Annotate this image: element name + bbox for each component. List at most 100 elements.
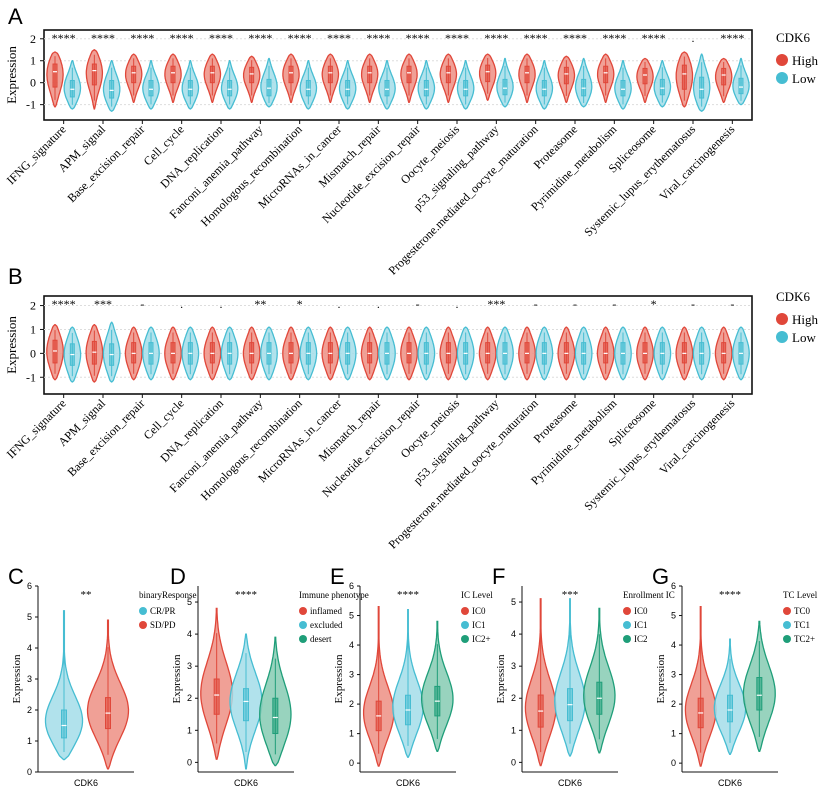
violin-low-4-box [227,79,233,97]
legend-entry-0: TC0 [794,606,811,616]
violin-high-11-box [485,64,491,83]
significance-label: **** [235,589,257,601]
y-axis-label: Expression [495,654,507,703]
violin-low-11-box [502,78,508,96]
legend: binaryResponse CR/PR SD/PD [139,590,197,630]
violin-high-13-box [563,66,569,85]
y-tick-label: 1 [27,736,32,746]
y-tick-label: 0 [27,767,32,777]
legend-title: CDK6 [776,30,810,45]
panel-label-a: A [8,4,23,29]
significance-label: **** [170,31,194,45]
legend-swatch-0 [623,607,631,615]
panel-f-chart: 0 1 2 3 4 5 Expression CDK6 *** Enrollment IC IC0 I… [495,586,675,788]
y-tick-label: 4 [671,640,676,650]
significance-label: ** [81,589,92,601]
legend-swatch-1 [299,621,307,629]
y-tick-label: 5 [187,597,192,607]
legend-entry-1: SD/PD [150,620,176,630]
significance-label: - [534,297,538,311]
violin-high-7-box [327,65,333,84]
x-axis-label: CDK6 [74,778,98,788]
y-tick-label: 3 [187,661,192,671]
significance-label: - [573,297,577,311]
violin-c-0-box [61,709,67,739]
legend-title: binaryResponse [139,590,197,600]
significance-label: - [416,297,420,311]
panel-c-chart: 0 1 2 3 4 5 6 Expression CDK6 ** binaryResponse CR/… [11,581,197,788]
legend-entry-high: High [792,312,819,327]
legend: CDK6 High Low [776,289,819,345]
significance-label: **** [327,31,351,45]
significance-label: *** [487,297,505,311]
legend-swatch-0 [299,607,307,615]
legend-swatch-high [776,313,788,325]
violin-high-15-box [642,67,648,85]
panel-label-b: B [8,264,23,289]
legend-swatch-low [776,331,788,343]
violin-high-1-box [91,63,97,86]
significance-label: . [338,297,341,311]
y-tick-label: 5 [671,611,676,621]
significance-label: *** [94,297,112,311]
significance-label: *** [562,589,579,601]
violin-high-14-box [603,65,609,84]
legend-swatch-low [776,72,788,84]
plot-frame [43,295,753,395]
legend-swatch-2 [461,635,469,643]
legend-entry-2: IC2+ [472,634,491,644]
y-tick-label: 4 [187,629,192,639]
y-tick-label: 0 [349,758,354,768]
y-tick-label: 1 [30,54,36,68]
legend-swatch-1 [783,621,791,629]
y-tick-label: 3 [671,670,676,680]
legend-swatch-0 [461,607,469,615]
x-tick-label: Base_excision_repair [65,122,148,205]
x-tick-label: Viral_carcinogenesis [656,122,737,203]
y-axis-label: Expression [4,316,19,374]
y-axis-label: Expression [171,654,183,703]
significance-label: **** [397,589,419,601]
violin-low-1-box [109,79,115,99]
legend-swatch-1 [139,621,147,629]
violin-high-10-box [445,65,451,84]
legend-entry-0: IC0 [634,606,648,616]
violin-high-12-box [524,65,530,84]
legend-entry-1: IC1 [472,620,486,630]
significance-label: . [377,297,380,311]
legend-title: Enrollment IC [623,590,675,600]
violin-high-5-box [249,66,255,84]
violin-low-16-box [699,76,705,99]
violin-high-3-box [170,65,176,84]
legend: Immune phenotype inflamed excluded desert [299,590,369,644]
legend-swatch-high [776,54,788,66]
legend-entry-low: Low [792,330,816,345]
significance-label: ** [254,297,266,311]
legend-entry-2: TC2+ [794,634,815,644]
y-tick-label: -1 [26,98,36,112]
significance-label: **** [209,31,233,45]
y-axis-label: Expression [11,654,23,703]
violin-d-0-box [213,678,220,715]
y-axis-label: Expression [333,654,345,703]
significance-label: **** [248,31,272,45]
violin-high-2-box [131,65,137,84]
legend-entry-low: Low [792,71,816,86]
y-tick-label: 3 [27,674,32,684]
x-axis-label: CDK6 [718,778,742,788]
violin-low-2-box [148,79,154,97]
legend-entry-high: High [792,53,819,68]
violin-low-8-box [384,79,390,97]
panel-label-e: E [330,564,345,589]
y-tick-label: 6 [27,581,32,591]
legend-entry-1: IC1 [634,620,648,630]
significance-label: **** [406,31,430,45]
legend: IC Level IC0 IC1 IC2+ [461,590,493,644]
legend: CDK6 High Low [776,30,819,86]
significance-label: **** [91,31,115,45]
y-tick-label: 3 [349,670,354,680]
significance-label: . [220,297,223,311]
